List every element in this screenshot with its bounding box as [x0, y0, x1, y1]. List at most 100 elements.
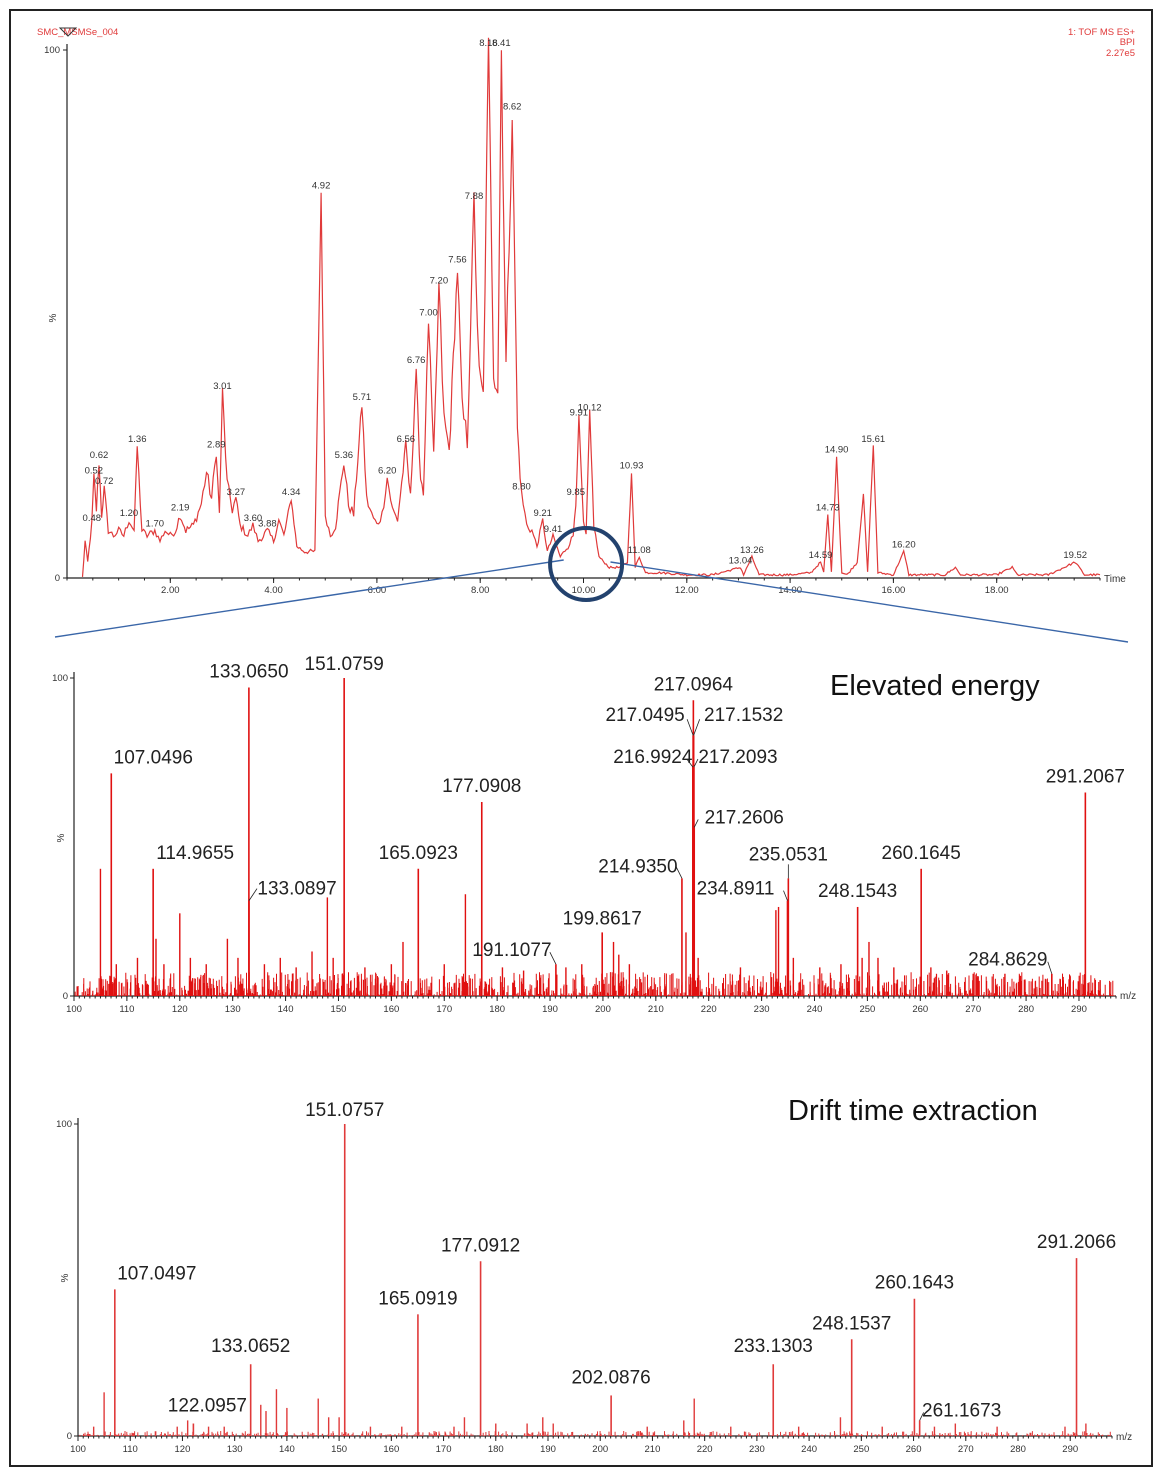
dt-x-tick-label: 140 [279, 1444, 295, 1455]
dt-label-107-0497: 107.0497 [117, 1263, 196, 1284]
dt-x-tick-label: 130 [227, 1444, 243, 1455]
dt-noise-floor [79, 1431, 1111, 1436]
ee-leader-234-8911 [783, 890, 788, 901]
peak-label-0-48: 0.48 [83, 513, 102, 524]
peak-label-10-12: 10.12 [578, 402, 602, 413]
peak-label-3-88: 3.88 [258, 518, 277, 529]
ee-x-tick-label: 190 [542, 1004, 558, 1015]
ee-leader-284-8629 [1047, 961, 1053, 974]
chromatogram-header-right-1: 1: TOF MS ES+ [1068, 27, 1135, 38]
chromatogram-x-tick-label: 6.00 [368, 585, 387, 596]
chromatogram-header-left: SMC_MSMSe_004 [37, 27, 118, 38]
ee-label-234-8911: 234.8911 [697, 879, 775, 900]
dt-label-261-1673: 261.1673 [922, 1400, 1001, 1421]
dt-label-233-1303: 233.1303 [734, 1336, 813, 1357]
dt-x-tick-label: 260 [906, 1444, 922, 1455]
chromatogram-x-tick-label: 10.00 [572, 585, 596, 596]
peak-label-2-19: 2.19 [171, 503, 190, 514]
dt-label-122-0957: 122.0957 [168, 1396, 247, 1417]
dt-x-tick-label: 250 [853, 1444, 869, 1455]
ee-x-tick-label: 230 [754, 1004, 770, 1015]
peak-label-6-76: 6.76 [407, 355, 426, 366]
ee-leader-217-0495 [686, 719, 694, 736]
ee-x-tick-label: 240 [807, 1004, 823, 1015]
chromatogram-marker [58, 27, 78, 37]
ee-label-235-0531: 235.0531 [749, 844, 828, 865]
zoom-line-left [54, 559, 564, 638]
peak-label-5-36: 5.36 [335, 450, 354, 461]
ee-label-151-0759: 151.0759 [305, 654, 384, 675]
chromatogram-x-tick-label: 12.00 [675, 585, 699, 596]
peak-label-4-34: 4.34 [282, 487, 301, 498]
figure-frame [9, 9, 1153, 1467]
dt-x-tick-label: 190 [540, 1444, 556, 1455]
ee-leader-217-2606 [693, 819, 699, 828]
peak-label-14-59: 14.59 [809, 550, 833, 561]
dt-y-tick-label: 0 [67, 1431, 72, 1442]
peak-label-0-62: 0.62 [90, 450, 109, 461]
dt-x-tick-label: 110 [123, 1444, 138, 1455]
dt-label-202-0876: 202.0876 [571, 1367, 650, 1388]
peak-label-9-21: 9.21 [533, 508, 552, 519]
elevated-energy-x-label: m/z [1120, 991, 1136, 1002]
peak-label-11-08: 11.08 [628, 545, 651, 556]
peak-label-13-04: 13.04 [729, 555, 753, 566]
zoom-line-right [610, 561, 1129, 643]
peak-label-14-73: 14.73 [816, 503, 840, 514]
peak-label-3-27: 3.27 [227, 487, 246, 498]
dt-label-291-2066: 291.2066 [1037, 1232, 1116, 1253]
ee-label-291-2067: 291.2067 [1046, 766, 1125, 787]
chromatogram-y-label: % [48, 313, 59, 322]
chromatogram-x-tick-label: 14.00 [778, 585, 802, 596]
ee-y-tick-label: 0 [63, 991, 68, 1002]
peak-label-13-26: 13.26 [740, 545, 764, 556]
ee-leader-214-9350 [675, 866, 683, 879]
dt-label-260-1643: 260.1643 [875, 1273, 954, 1294]
chromatogram-header-right-3: 2.27e5 [1106, 48, 1135, 59]
elevated-energy-panel: Elevated energy % m/z 0 100 100 110 120 130 14… [52, 654, 1136, 1015]
ee-x-tick-label: 290 [1071, 1004, 1087, 1015]
chromatogram-x-tick-label: 16.00 [882, 585, 906, 596]
ee-x-tick-label: 100 [66, 1004, 82, 1015]
ee-x-tick-label: 270 [965, 1004, 981, 1015]
peak-label-7-56: 7.56 [448, 254, 467, 265]
peak-label-6-20: 6.20 [378, 466, 397, 477]
peak-label-1-70: 1.70 [146, 518, 165, 529]
ee-x-tick-label: 110 [119, 1004, 134, 1015]
chromatogram-x-tick-label: 2.00 [161, 585, 180, 596]
dt-x-tick-label: 160 [383, 1444, 399, 1455]
dt-label-177-0912: 177.0912 [441, 1235, 520, 1256]
peak-label-1-36: 1.36 [128, 434, 147, 445]
drift-time-title: Drift time extraction [788, 1095, 1038, 1127]
ee-label-284-8629: 284.8629 [968, 950, 1047, 971]
peak-label-9-41: 9.41 [544, 524, 563, 535]
chromatogram-x-tick-label: 8.00 [471, 585, 490, 596]
ee-x-tick-label: 220 [701, 1004, 717, 1015]
peak-label-1-20: 1.20 [120, 508, 139, 519]
dt-x-tick-label: 230 [749, 1444, 765, 1455]
ee-leader-217-1532 [693, 719, 701, 736]
dt-x-tick-label: 180 [488, 1444, 504, 1455]
ee-label-217-0964: 217.0964 [654, 674, 734, 695]
elevated-energy-y-label: % [56, 833, 67, 842]
dt-x-tick-label: 210 [645, 1444, 661, 1455]
dt-label-165-0919: 165.0919 [378, 1288, 457, 1309]
ee-x-tick-label: 130 [225, 1004, 241, 1015]
ee-leader-133-0897 [248, 888, 258, 901]
ee-label-217-0495: 217.0495 [605, 705, 684, 726]
ee-label-199-8617: 199.8617 [563, 908, 642, 929]
ee-label-107-0496: 107.0496 [114, 747, 193, 768]
ee-x-tick-label: 120 [172, 1004, 188, 1015]
dt-x-tick-label: 290 [1062, 1444, 1078, 1455]
ee-x-tick-label: 210 [648, 1004, 664, 1015]
peak-label-3-60: 3.60 [244, 513, 263, 524]
dt-x-tick-label: 170 [436, 1444, 452, 1455]
peak-label-5-71: 5.71 [353, 392, 372, 403]
ee-x-tick-label: 160 [383, 1004, 399, 1015]
peak-label-7-20: 7.20 [430, 276, 449, 287]
ee-leader-217-2093 [693, 758, 699, 768]
ee-y-tick-label: 100 [52, 673, 68, 684]
dt-label-133-0652: 133.0652 [211, 1336, 290, 1357]
